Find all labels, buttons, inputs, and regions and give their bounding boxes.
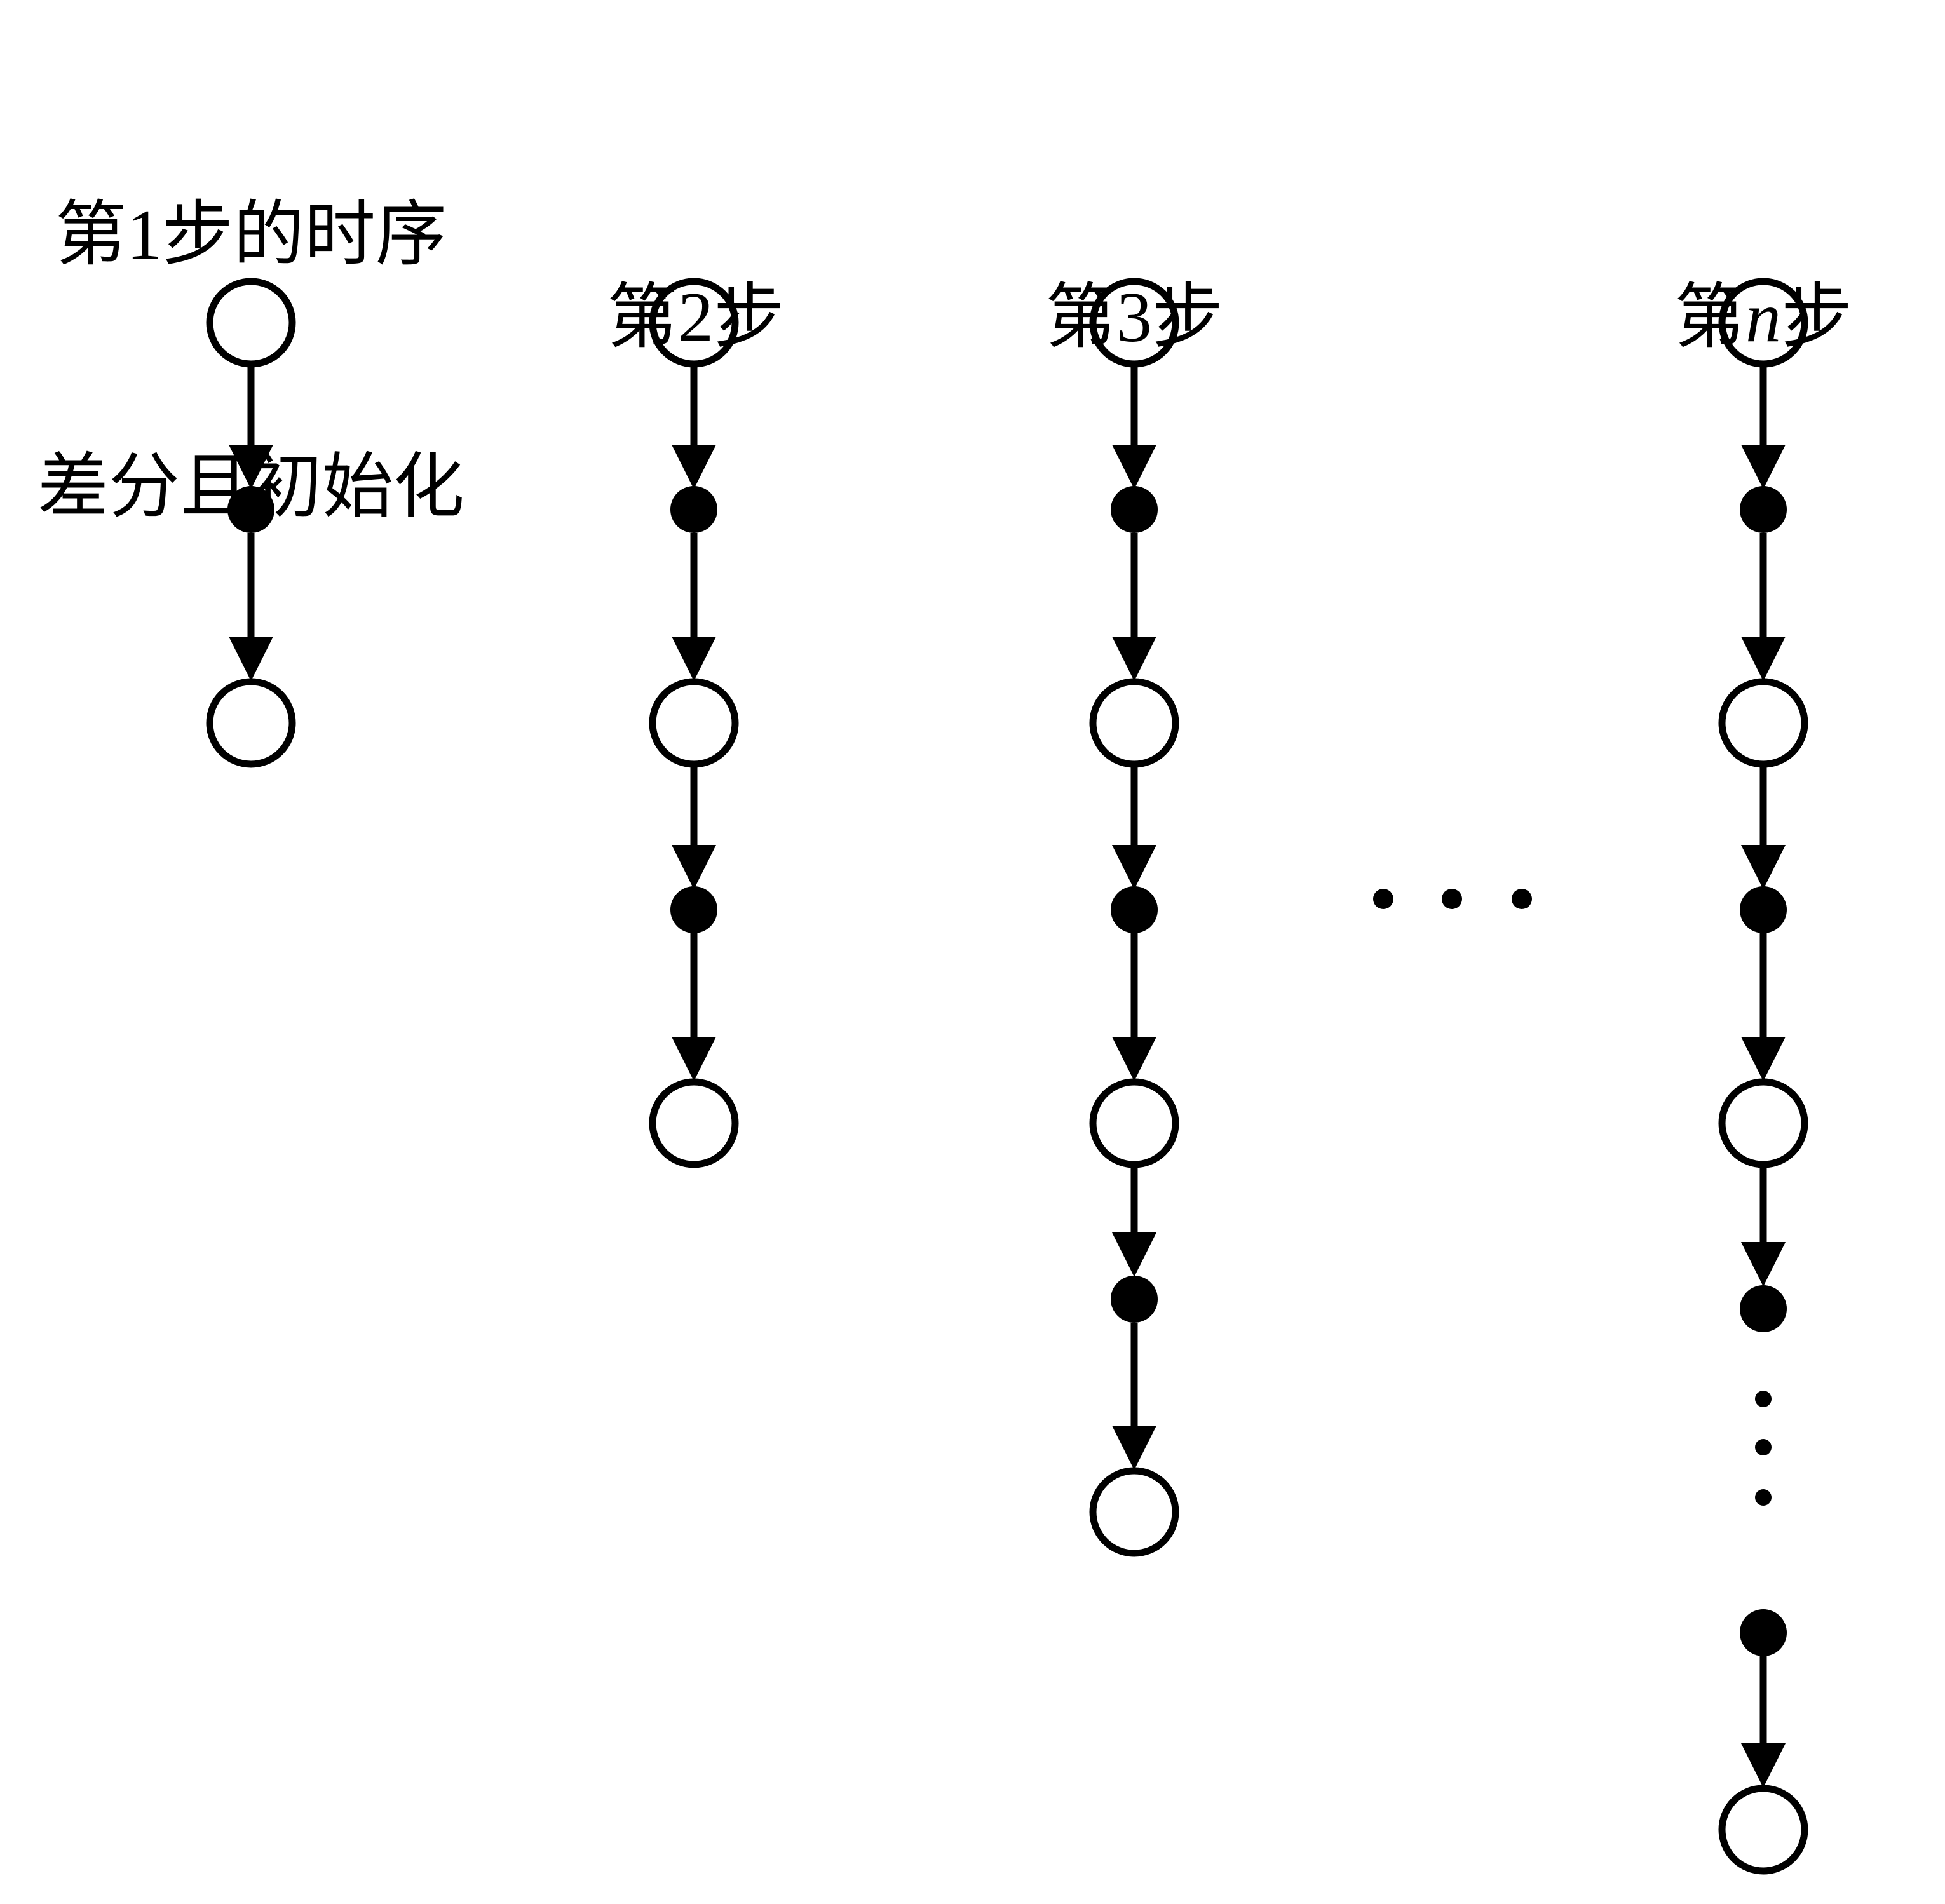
label-variable-n: n <box>1745 278 1781 358</box>
edge-col4-1 <box>1741 364 1786 489</box>
edge-col3-5 <box>1112 1165 1156 1277</box>
action-node[interactable] <box>1740 486 1787 533</box>
action-node[interactable] <box>1111 1276 1158 1323</box>
edge-col4-5 <box>1741 1165 1786 1286</box>
state-node[interactable] <box>649 678 739 768</box>
state-node[interactable] <box>1718 678 1808 768</box>
column-label-line: 第n步 <box>1582 276 1944 360</box>
edge-col3-2 <box>1112 533 1156 681</box>
edge-col4-2 <box>1741 533 1786 681</box>
edge-col3-3 <box>1112 764 1156 889</box>
ellipsis-dot <box>1755 1489 1772 1506</box>
ellipsis-dot <box>1442 889 1462 909</box>
chain-col-3 <box>1089 278 1179 1557</box>
edge-col3-1 <box>1112 364 1156 489</box>
label-suffix: 步 <box>1781 278 1852 358</box>
state-node[interactable] <box>649 1078 739 1168</box>
column-label-line: 第3步 <box>1045 278 1223 358</box>
state-node[interactable] <box>1089 278 1179 368</box>
state-node[interactable] <box>1089 1078 1179 1168</box>
edge-col1-1 <box>229 364 273 489</box>
ellipsis-dot <box>1512 889 1532 909</box>
edge-col1-2 <box>229 533 273 681</box>
column-label-step-n: 第n步 <box>1582 108 1944 528</box>
action-node[interactable] <box>670 486 717 533</box>
edge-col2-1 <box>672 364 716 489</box>
vertical-ellipsis <box>1755 1391 1772 1506</box>
edge-col4-3 <box>1741 764 1786 889</box>
chain-col-1 <box>206 278 296 768</box>
state-node[interactable] <box>206 278 296 368</box>
column-label-step-1: 第1步的时序 差分且初始化 <box>0 25 502 697</box>
horizontal-ellipsis <box>1373 889 1532 909</box>
state-node[interactable] <box>1718 1785 1808 1875</box>
ellipsis-dot <box>1755 1391 1772 1407</box>
edge-col2-3 <box>672 764 716 889</box>
chain-col-4 <box>1718 278 1808 1875</box>
column-label-line: 差分且初始化 <box>37 447 464 527</box>
edge-col4-4 <box>1741 933 1786 1081</box>
action-node[interactable] <box>1740 1609 1787 1656</box>
column-label-line: 第1步的时序 <box>55 196 447 275</box>
ellipsis-dot <box>1373 889 1393 909</box>
edge-col3-6 <box>1112 1323 1156 1470</box>
edge-col2-4 <box>672 933 716 1081</box>
action-node[interactable] <box>1740 1285 1787 1332</box>
chain-col-2 <box>649 278 739 1168</box>
edge-col4-6 <box>1741 1656 1786 1788</box>
ellipsis-dot <box>1755 1439 1772 1455</box>
column-label-line: 第2步 <box>607 278 785 358</box>
column-label-step-2: 第2步 <box>515 108 877 528</box>
label-prefix: 第 <box>1674 278 1745 358</box>
action-node[interactable] <box>670 886 717 933</box>
state-node[interactable] <box>1718 278 1808 368</box>
action-node[interactable] <box>1111 486 1158 533</box>
state-node[interactable] <box>1089 1467 1179 1557</box>
action-node[interactable] <box>1111 886 1158 933</box>
state-node[interactable] <box>1089 678 1179 768</box>
action-node[interactable] <box>1740 886 1787 933</box>
state-node[interactable] <box>649 278 739 368</box>
edge-col3-4 <box>1112 933 1156 1081</box>
edge-col2-2 <box>672 533 716 681</box>
state-node[interactable] <box>1718 1078 1808 1168</box>
column-label-step-3: 第3步 <box>953 108 1315 528</box>
action-node[interactable] <box>227 486 274 533</box>
state-node[interactable] <box>206 678 296 768</box>
